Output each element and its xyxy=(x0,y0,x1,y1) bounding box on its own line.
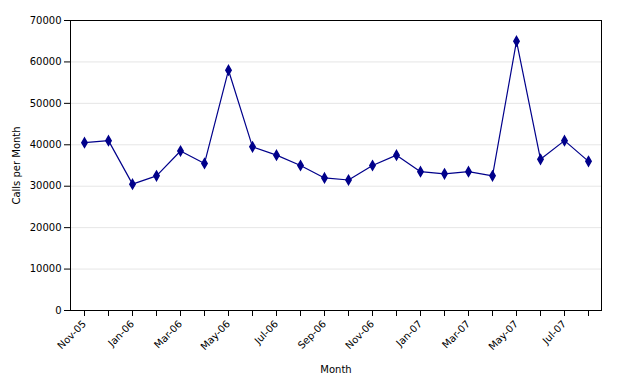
svg-text:Jul-06: Jul-06 xyxy=(252,318,281,347)
svg-text:40000: 40000 xyxy=(30,139,62,150)
svg-text:Month: Month xyxy=(320,364,351,375)
svg-text:Jul-07: Jul-07 xyxy=(540,318,569,347)
svg-text:Nov-06: Nov-06 xyxy=(343,318,376,351)
svg-text:20000: 20000 xyxy=(30,222,62,233)
svg-text:Jan-06: Jan-06 xyxy=(105,318,136,349)
svg-text:50000: 50000 xyxy=(30,98,62,109)
svg-text:Nov-05: Nov-05 xyxy=(55,318,88,351)
svg-text:Mar-06: Mar-06 xyxy=(152,318,184,350)
svg-text:May-07: May-07 xyxy=(486,318,520,352)
svg-text:70000: 70000 xyxy=(30,15,62,26)
svg-text:60000: 60000 xyxy=(30,56,62,67)
svg-text:May-06: May-06 xyxy=(198,318,232,352)
svg-text:0: 0 xyxy=(55,305,61,316)
svg-text:10000: 10000 xyxy=(30,263,62,274)
svg-text:Mar-07: Mar-07 xyxy=(440,318,472,350)
svg-text:30000: 30000 xyxy=(30,180,62,191)
svg-text:Sep-06: Sep-06 xyxy=(296,318,329,351)
svg-text:Calls per Month: Calls per Month xyxy=(11,126,22,204)
svg-text:Jan-07: Jan-07 xyxy=(393,318,424,349)
